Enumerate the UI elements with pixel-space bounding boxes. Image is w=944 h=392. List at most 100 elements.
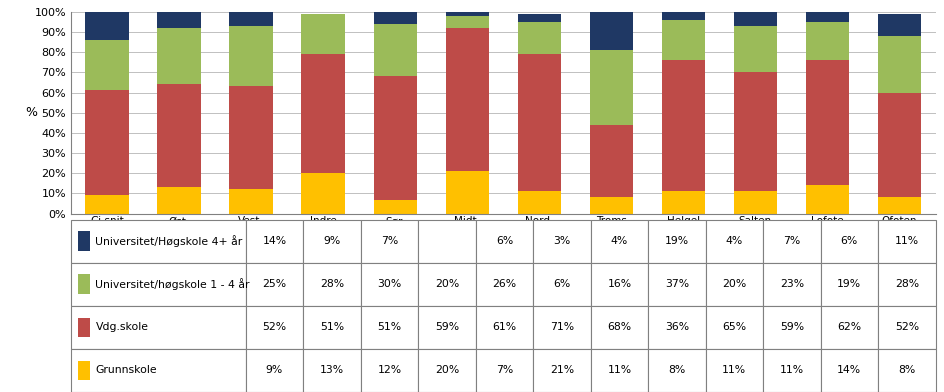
Text: 65%: 65% xyxy=(721,322,746,332)
Bar xyxy=(517,54,560,191)
Bar xyxy=(705,306,762,349)
Text: 4%: 4% xyxy=(725,236,742,246)
Bar xyxy=(648,349,705,392)
Bar xyxy=(475,349,532,392)
Text: 6%: 6% xyxy=(552,279,570,289)
Text: 9%: 9% xyxy=(265,365,283,376)
Text: 36%: 36% xyxy=(664,322,688,332)
Bar xyxy=(590,220,648,263)
Bar xyxy=(877,220,935,263)
Text: 8%: 8% xyxy=(897,365,915,376)
Bar xyxy=(648,220,705,263)
Text: 6%: 6% xyxy=(840,236,857,246)
Text: 62%: 62% xyxy=(836,322,861,332)
Bar xyxy=(445,28,488,171)
Bar xyxy=(157,187,200,214)
Bar xyxy=(71,220,245,263)
Bar xyxy=(819,263,877,306)
Bar xyxy=(877,93,920,198)
Text: 7%: 7% xyxy=(380,236,397,246)
Bar xyxy=(475,220,532,263)
Text: 11%: 11% xyxy=(779,365,803,376)
Bar xyxy=(417,349,475,392)
Bar xyxy=(373,24,416,76)
Bar xyxy=(445,171,488,214)
Bar xyxy=(71,349,245,392)
Bar xyxy=(85,196,128,214)
Bar xyxy=(301,54,345,173)
Bar xyxy=(589,12,632,50)
Bar xyxy=(229,12,272,26)
Bar xyxy=(445,16,488,28)
Bar xyxy=(301,173,345,214)
Bar xyxy=(361,263,417,306)
Text: 11%: 11% xyxy=(721,365,746,376)
Bar xyxy=(762,220,819,263)
Bar xyxy=(532,306,590,349)
Bar xyxy=(877,306,935,349)
Bar xyxy=(589,125,632,198)
Bar xyxy=(805,22,848,60)
Text: 71%: 71% xyxy=(549,322,573,332)
Bar xyxy=(71,306,245,349)
Text: 12%: 12% xyxy=(377,365,401,376)
Bar xyxy=(532,263,590,306)
Text: 21%: 21% xyxy=(549,365,573,376)
Text: 9%: 9% xyxy=(323,236,340,246)
Bar xyxy=(229,189,272,214)
Text: 59%: 59% xyxy=(434,322,459,332)
Bar xyxy=(373,200,416,214)
Text: 30%: 30% xyxy=(377,279,401,289)
Text: 25%: 25% xyxy=(262,279,286,289)
Bar xyxy=(661,60,704,191)
Text: 26%: 26% xyxy=(492,279,516,289)
Text: 14%: 14% xyxy=(262,236,286,246)
Bar xyxy=(877,36,920,93)
Text: 68%: 68% xyxy=(607,322,631,332)
Bar xyxy=(417,263,475,306)
Text: Universitet/høgskole 1 - 4 år: Universitet/høgskole 1 - 4 år xyxy=(95,278,249,290)
Bar xyxy=(78,274,90,294)
Bar xyxy=(417,306,475,349)
Bar xyxy=(589,50,632,125)
Bar xyxy=(78,231,90,251)
Bar xyxy=(733,191,776,214)
Bar xyxy=(157,10,200,28)
Bar xyxy=(819,220,877,263)
Bar xyxy=(361,349,417,392)
Bar xyxy=(361,220,417,263)
Y-axis label: %: % xyxy=(25,106,38,119)
Text: Vdg.skole: Vdg.skole xyxy=(95,322,148,332)
Text: 7%: 7% xyxy=(496,365,513,376)
Text: 20%: 20% xyxy=(721,279,746,289)
Text: 61%: 61% xyxy=(492,322,516,332)
Bar xyxy=(648,263,705,306)
Text: 16%: 16% xyxy=(607,279,631,289)
Text: 8%: 8% xyxy=(667,365,684,376)
Bar xyxy=(705,220,762,263)
Bar xyxy=(301,14,345,54)
Bar xyxy=(303,263,361,306)
Bar xyxy=(85,12,128,40)
Text: 51%: 51% xyxy=(377,322,401,332)
Text: 11%: 11% xyxy=(607,365,631,376)
Text: 7%: 7% xyxy=(783,236,800,246)
Bar xyxy=(819,349,877,392)
Bar xyxy=(517,191,560,214)
Text: 19%: 19% xyxy=(664,236,688,246)
Bar xyxy=(245,263,303,306)
Bar xyxy=(705,349,762,392)
Bar xyxy=(762,349,819,392)
Text: 14%: 14% xyxy=(836,365,861,376)
Bar xyxy=(589,198,632,214)
Bar xyxy=(661,191,704,214)
Bar xyxy=(78,361,90,380)
Bar xyxy=(590,263,648,306)
Text: 28%: 28% xyxy=(894,279,918,289)
Bar xyxy=(532,349,590,392)
Bar xyxy=(303,220,361,263)
Text: Universitet/Høgskole 4+ år: Universitet/Høgskole 4+ år xyxy=(95,235,243,247)
Bar xyxy=(877,349,935,392)
Bar xyxy=(877,14,920,36)
Bar xyxy=(157,28,200,84)
